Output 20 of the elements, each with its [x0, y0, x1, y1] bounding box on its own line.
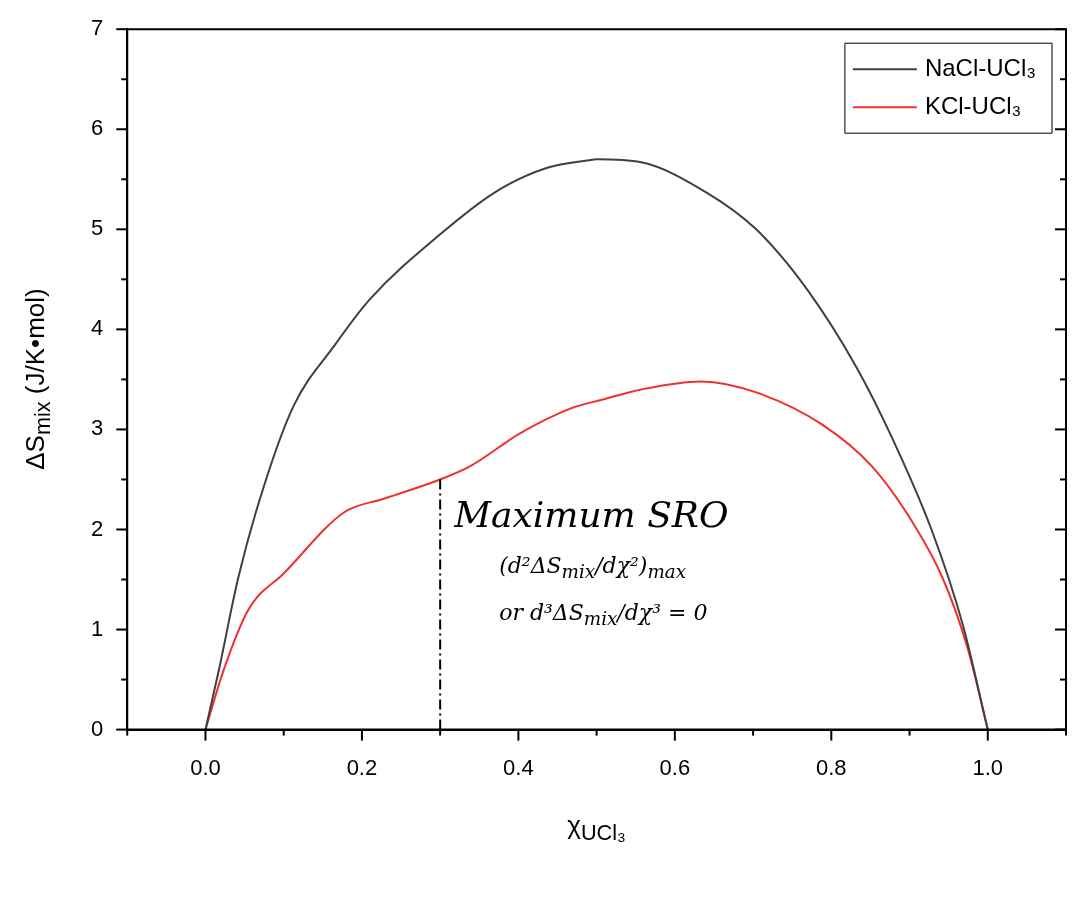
x-axis-title: χ$_{UCl₃}$	[567, 809, 626, 846]
y-tick-label: 6	[90, 115, 104, 141]
annotation: Maximum SRO	[454, 494, 729, 536]
x-tick-label: 0.6	[659, 754, 691, 780]
x-tick-label: 0.4	[503, 754, 534, 780]
y-tick-label: 0	[90, 715, 104, 741]
annotation: or d³ΔS$_{mix}$/dχ³ = 0	[499, 600, 708, 630]
legend-label: NaCl-UCl₃	[924, 53, 1036, 81]
y-tick-label: 3	[90, 415, 104, 441]
x-tick-label: 0.2	[346, 754, 378, 780]
y-tick-label: 1	[90, 615, 104, 641]
x-tick-label: 1.0	[972, 754, 1004, 780]
y-tick-label: 5	[90, 215, 104, 241]
y-tick-label: 7	[90, 15, 104, 41]
x-tick-label: 0.0	[190, 754, 221, 780]
y-tick-label: 4	[90, 315, 104, 341]
x-tick-label: 0.8	[816, 754, 847, 780]
annotation: (d²ΔS$_{mix}$/dχ²)$_{max}$	[499, 553, 687, 583]
legend-label: KCl-UCl₃	[924, 91, 1022, 119]
y-tick-label: 2	[90, 515, 104, 541]
